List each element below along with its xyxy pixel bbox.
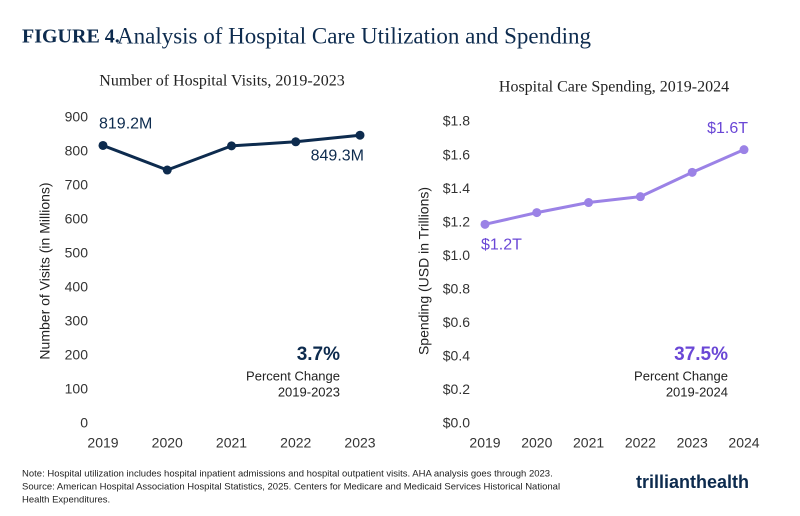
x-tick-label: 2021 bbox=[216, 435, 247, 451]
x-tick-label: 2020 bbox=[152, 435, 183, 451]
logo-part: trilliant bbox=[636, 472, 696, 492]
chart-title: Number of Hospital Visits, 2019-2023 bbox=[99, 73, 344, 90]
marker bbox=[227, 141, 236, 151]
data-label: $1.2T bbox=[481, 237, 522, 254]
y-tick-label: 100 bbox=[65, 381, 89, 397]
logo-part: health bbox=[696, 472, 749, 492]
x-tick-label: 2019 bbox=[87, 435, 118, 451]
x-tick-label: 2022 bbox=[625, 435, 656, 451]
annotation-label: Percent Change bbox=[246, 368, 340, 383]
y-tick-label: $0.4 bbox=[443, 348, 470, 364]
y-tick-label: $0.8 bbox=[443, 280, 470, 296]
y-tick-label: 800 bbox=[65, 143, 89, 159]
x-tick-label: 2023 bbox=[344, 435, 375, 451]
marker bbox=[355, 130, 365, 140]
annotation-period: 2019-2024 bbox=[666, 384, 728, 399]
data-label: 819.2M bbox=[99, 116, 152, 133]
y-tick-label: 700 bbox=[65, 177, 89, 193]
marker bbox=[532, 208, 542, 218]
marker bbox=[584, 198, 594, 208]
y-tick-label: $0.6 bbox=[443, 314, 470, 330]
x-tick-label: 2024 bbox=[728, 435, 759, 451]
figure-title: Analysis of Hospital Care Utilization an… bbox=[117, 23, 591, 48]
note: Note: Hospital utilization includes hosp… bbox=[22, 469, 553, 480]
y-tick-label: 500 bbox=[65, 245, 89, 261]
x-tick-label: 2023 bbox=[677, 435, 708, 451]
chart-title: Hospital Care Spending, 2019-2024 bbox=[499, 79, 729, 96]
y-tick-label: 600 bbox=[65, 211, 89, 227]
x-tick-label: 2022 bbox=[280, 435, 311, 451]
marker bbox=[739, 145, 749, 155]
note: Health Expenditures. bbox=[22, 495, 110, 506]
y-tick-label: $1.2 bbox=[443, 213, 470, 229]
y-tick-label: 400 bbox=[65, 279, 89, 295]
marker bbox=[162, 165, 172, 175]
y-tick-label: $0.2 bbox=[443, 381, 470, 397]
x-tick-label: 2019 bbox=[469, 435, 500, 451]
marker bbox=[635, 192, 645, 202]
line bbox=[484, 148, 745, 226]
y-tick-label: 0 bbox=[80, 415, 88, 431]
x-tick-label: 2020 bbox=[521, 435, 552, 451]
figure-label: FIGURE 4. bbox=[22, 26, 120, 48]
y-axis-label: Number of Visits (in Millions) bbox=[37, 182, 53, 359]
annotation-label: Percent Change bbox=[634, 368, 728, 383]
y-tick-label: $1.8 bbox=[443, 113, 470, 129]
data-label: $1.6T bbox=[707, 120, 748, 137]
y-tick-label: $1.4 bbox=[443, 180, 470, 196]
x-tick-label: 2021 bbox=[573, 435, 604, 451]
annotation-value: 3.7% bbox=[297, 344, 340, 365]
y-tick-label: 300 bbox=[65, 313, 89, 329]
y-tick-label: $0.0 bbox=[443, 415, 470, 431]
marker bbox=[98, 140, 108, 150]
marker bbox=[291, 137, 301, 147]
y-tick-label: 200 bbox=[65, 347, 89, 363]
data-label: 849.3M bbox=[311, 147, 364, 164]
annotation-value: 37.5% bbox=[674, 344, 728, 365]
marker bbox=[687, 167, 697, 177]
marker bbox=[480, 219, 490, 229]
y-tick-label: $1.0 bbox=[443, 247, 470, 263]
annotation-period: 2019-2023 bbox=[278, 384, 340, 399]
y-axis-label: Spending (USD in Trillions) bbox=[416, 187, 432, 355]
logo: trillianthealth bbox=[636, 472, 749, 492]
note: Source: American Hospital Association Ho… bbox=[22, 482, 560, 493]
y-tick-label: $1.6 bbox=[443, 146, 470, 162]
y-tick-label: 900 bbox=[65, 109, 89, 125]
